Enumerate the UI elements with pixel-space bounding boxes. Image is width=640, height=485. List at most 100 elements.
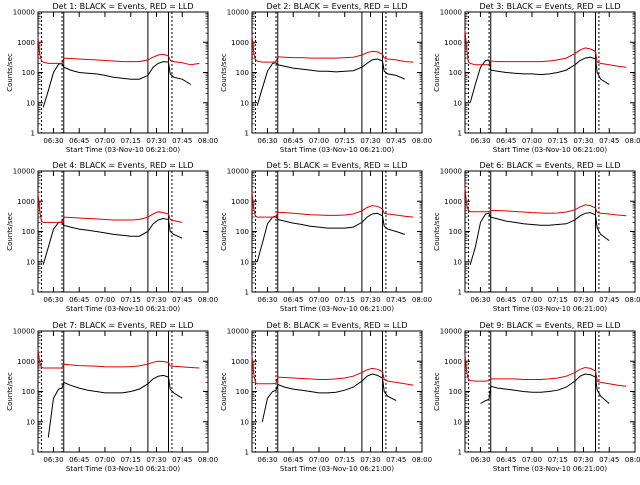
y-axis-title: Counts/sec xyxy=(6,372,14,411)
y-tick-label: 1000 xyxy=(231,358,249,366)
y-tick-label: 10000 xyxy=(227,328,249,336)
series-line-black xyxy=(256,212,405,262)
x-tick-label: 06:30 xyxy=(470,456,490,464)
x-tick-label: 07:30 xyxy=(146,296,166,304)
y-tick-label: 100 xyxy=(236,69,249,77)
x-tick-label: 07:30 xyxy=(360,456,380,464)
x-tick-label: 08:00 xyxy=(412,296,432,304)
x-tick-label: 07:45 xyxy=(172,137,192,145)
x-axis-title: Start Time (03-Nov-10 06:21:00) xyxy=(280,146,394,154)
y-tick-label: 1 xyxy=(31,449,35,457)
x-axis-title: Start Time (03-Nov-10 06:21:00) xyxy=(493,305,607,313)
y-tick-label: 1000 xyxy=(231,39,249,47)
y-tick-label: 100 xyxy=(236,388,249,396)
x-tick-label: 07:45 xyxy=(599,296,619,304)
chart-panel-det-6: Det 6: BLACK = Events, RED = LLD 1 10 100 10… xyxy=(433,161,640,313)
y-tick-label: 1000 xyxy=(231,198,249,206)
x-tick-label: 08:00 xyxy=(198,296,218,304)
series-line-red xyxy=(37,36,200,66)
y-tick-label: 10 xyxy=(453,418,462,426)
y-tick-label: 10000 xyxy=(440,168,462,176)
series-line-black xyxy=(469,56,610,103)
y-tick-label: 100 xyxy=(22,388,35,396)
series-line-red xyxy=(37,192,183,223)
x-tick-label: 06:45 xyxy=(69,456,89,464)
y-tick-label: 10000 xyxy=(13,9,35,17)
panel-title: Det 4: BLACK = Events, RED = LLD xyxy=(53,161,194,170)
y-tick-label: 100 xyxy=(449,388,462,396)
x-tick-label: 07:45 xyxy=(599,137,619,145)
x-tick-label: 08:00 xyxy=(412,137,432,145)
y-tick-label: 10 xyxy=(240,418,249,426)
y-tick-label: 1000 xyxy=(444,39,462,47)
x-tick-label: 06:45 xyxy=(283,137,303,145)
series-line-red xyxy=(251,192,414,218)
y-tick-label: 10 xyxy=(26,418,35,426)
x-tick-label: 07:15 xyxy=(335,456,355,464)
x-tick-label: 07:00 xyxy=(95,137,115,145)
panel-title: Det 5: BLACK = Events, RED = LLD xyxy=(267,161,408,170)
x-tick-label: 07:00 xyxy=(522,137,542,145)
x-tick-label: 07:45 xyxy=(599,456,619,464)
y-axis-title: Counts/sec xyxy=(433,53,441,92)
x-tick-label: 07:00 xyxy=(95,456,115,464)
panel-title: Det 3: BLACK = Events, RED = LLD xyxy=(480,2,621,11)
y-tick-label: 100 xyxy=(449,228,462,236)
chart-panel-det-5: Det 5: BLACK = Events, RED = LLD 1 10 100 10… xyxy=(220,161,432,313)
x-tick-label: 08:00 xyxy=(625,137,640,145)
x-tick-label: 08:00 xyxy=(412,456,432,464)
series-line-black xyxy=(47,374,183,438)
x-tick-label: 07:30 xyxy=(360,137,380,145)
chart-panel-det-9: Det 9: BLACK = Events, RED = LLD 1 10 100 10… xyxy=(433,321,640,473)
y-axis-title: Counts/sec xyxy=(220,372,228,411)
x-tick-label: 06:45 xyxy=(496,137,516,145)
y-tick-label: 1 xyxy=(245,449,249,457)
y-tick-label: 10 xyxy=(26,258,35,266)
y-tick-label: 10000 xyxy=(440,9,462,17)
y-tick-label: 10000 xyxy=(13,168,35,176)
panel-title: Det 1: BLACK = Events, RED = LLD xyxy=(53,2,194,11)
x-tick-label: 07:30 xyxy=(573,456,593,464)
x-tick-label: 07:15 xyxy=(548,296,568,304)
y-tick-label: 1000 xyxy=(17,358,35,366)
series-line-red xyxy=(251,355,414,386)
chart-panel-det-3: Det 3: BLACK = Events, RED = LLD 1 10 100 10… xyxy=(433,2,640,154)
x-tick-label: 07:45 xyxy=(172,296,192,304)
x-tick-label: 07:00 xyxy=(309,137,329,145)
panel-title: Det 7: BLACK = Events, RED = LLD xyxy=(53,321,194,330)
panel-title: Det 9: BLACK = Events, RED = LLD xyxy=(480,321,621,330)
x-tick-label: 06:45 xyxy=(283,296,303,304)
y-axis-title: Counts/sec xyxy=(6,212,14,251)
x-tick-label: 07:45 xyxy=(386,296,406,304)
x-axis-title: Start Time (03-Nov-10 06:21:00) xyxy=(493,146,607,154)
x-tick-label: 06:45 xyxy=(69,296,89,304)
y-tick-label: 100 xyxy=(236,228,249,236)
x-tick-label: 06:45 xyxy=(496,296,516,304)
x-axis-title: Start Time (03-Nov-10 06:21:00) xyxy=(66,305,180,313)
y-tick-label: 1 xyxy=(458,289,462,297)
panel-title: Det 8: BLACK = Events, RED = LLD xyxy=(267,321,408,330)
chart-panel-det-1: Det 1: BLACK = Events, RED = LLD 1 10 100 10… xyxy=(6,2,218,154)
x-tick-label: 06:45 xyxy=(496,456,516,464)
y-axis-title: Counts/sec xyxy=(220,53,228,92)
x-tick-label: 08:00 xyxy=(198,137,218,145)
x-tick-label: 07:00 xyxy=(309,456,329,464)
y-tick-label: 1000 xyxy=(444,198,462,206)
x-tick-label: 07:00 xyxy=(522,296,542,304)
y-tick-label: 1000 xyxy=(444,358,462,366)
chart-panel-det-2: Det 2: BLACK = Events, RED = LLD 1 10 100 10… xyxy=(220,2,432,154)
y-axis-title: Counts/sec xyxy=(220,212,228,251)
x-tick-label: 07:45 xyxy=(386,137,406,145)
series-line-black xyxy=(256,58,406,106)
x-axis-title: Start Time (03-Nov-10 06:21:00) xyxy=(493,465,607,473)
x-tick-label: 08:00 xyxy=(198,456,218,464)
x-axis-title: Start Time (03-Nov-10 06:21:00) xyxy=(66,465,180,473)
x-tick-label: 06:45 xyxy=(69,137,89,145)
y-axis-title: Counts/sec xyxy=(433,372,441,411)
y-tick-label: 10000 xyxy=(440,328,462,336)
panel-title: Det 2: BLACK = Events, RED = LLD xyxy=(267,2,408,11)
y-tick-label: 10 xyxy=(240,99,249,107)
y-tick-label: 1 xyxy=(31,289,35,297)
